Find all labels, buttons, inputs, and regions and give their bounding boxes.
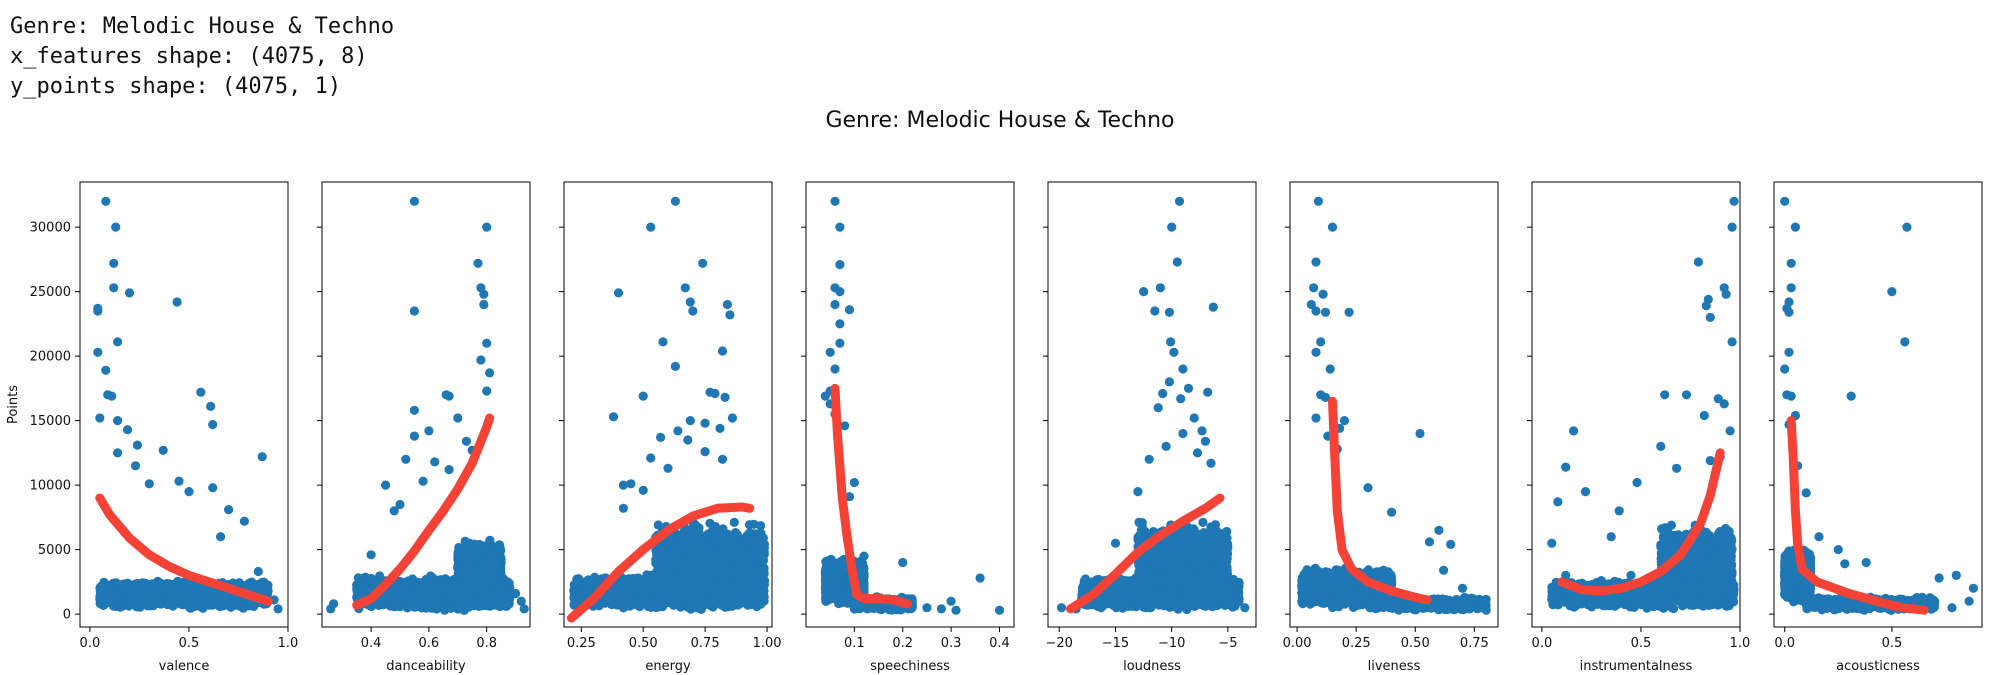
x-tick-label: 0.0	[80, 636, 101, 651]
data-point	[95, 413, 105, 423]
figure-title: Genre: Melodic House & Techno	[0, 108, 2000, 133]
data-point	[361, 572, 371, 582]
data-point	[93, 306, 103, 316]
data-point	[113, 448, 123, 458]
console-line-x-shape: x_features shape: (4075, 8)	[10, 42, 394, 72]
data-point	[426, 589, 436, 599]
data-point	[184, 487, 194, 497]
data-point	[111, 222, 121, 232]
data-point	[440, 574, 450, 584]
y-tick-label: 0	[63, 608, 71, 623]
y-tick-label: 25000	[30, 285, 71, 300]
x-axis-label-valence: valence	[159, 659, 210, 674]
y-axis-label: Points	[6, 385, 21, 424]
data-point	[273, 604, 283, 614]
data-point	[355, 588, 365, 599]
data-point	[132, 440, 142, 450]
data-point	[253, 566, 263, 577]
data-point	[208, 419, 218, 430]
plot-area-valence	[93, 196, 283, 614]
data-point	[152, 579, 162, 589]
data-point	[95, 585, 106, 595]
data-point	[200, 597, 210, 607]
data-point	[501, 600, 511, 610]
data-point	[107, 391, 117, 401]
y-tick-label: 30000	[30, 221, 71, 236]
data-point	[355, 580, 365, 590]
data-point	[402, 603, 412, 613]
data-point	[214, 591, 224, 601]
fit-curve	[95, 493, 273, 606]
data-point	[124, 288, 135, 298]
data-point	[109, 258, 119, 268]
data-point	[239, 516, 249, 526]
plot-area-danceability	[326, 196, 529, 616]
data-point	[415, 581, 426, 591]
y-tick-label: 10000	[30, 479, 71, 494]
data-point	[246, 599, 256, 609]
x-tick-label: 0.5	[179, 636, 200, 651]
data-point	[101, 196, 111, 206]
data-point	[383, 588, 393, 598]
data-point	[206, 401, 216, 411]
data-point	[148, 601, 158, 611]
data-point	[216, 532, 226, 542]
data-point	[417, 603, 427, 613]
console-line-y-shape: y_points shape: (4075, 1)	[10, 72, 394, 102]
data-point	[193, 595, 203, 605]
data-point	[93, 347, 103, 357]
data-point	[426, 571, 436, 581]
data-point	[119, 585, 129, 595]
data-point	[130, 461, 141, 471]
y-tick-label: 15000	[30, 414, 71, 429]
y-tick-label: 5000	[38, 543, 71, 558]
y-tick-label: 20000	[30, 350, 71, 365]
data-point	[257, 584, 267, 594]
data-point	[412, 594, 422, 605]
data-point	[109, 283, 119, 293]
data-point	[196, 387, 206, 397]
axes-frame	[79, 181, 289, 628]
console-line-genre: Genre: Melodic House & Techno	[10, 12, 394, 42]
data-point	[257, 452, 267, 462]
data-point	[224, 505, 234, 515]
data-point	[172, 297, 182, 307]
x-tick-label: 1.0	[278, 636, 299, 651]
data-point	[442, 599, 453, 609]
data-point	[483, 596, 493, 607]
data-point	[145, 588, 155, 598]
data-point	[122, 425, 133, 435]
data-point	[162, 578, 172, 589]
data-point	[182, 592, 192, 602]
data-point	[101, 365, 111, 375]
data-point	[208, 483, 218, 493]
data-point	[144, 479, 154, 489]
data-point	[173, 590, 183, 601]
data-point	[112, 579, 122, 590]
data-point	[158, 445, 168, 455]
panel-valence: 0 5000 10000 15000 20000 25000 30000 0.0 0.5 1.0 v…	[30, 181, 299, 674]
data-point	[174, 476, 184, 486]
data-point	[137, 582, 147, 592]
data-point	[160, 592, 170, 603]
data-point	[113, 416, 123, 426]
data-point	[206, 587, 216, 597]
data-point	[113, 337, 123, 347]
data-point	[405, 586, 415, 597]
data-point	[446, 591, 456, 602]
data-point	[235, 599, 245, 609]
console-output: Genre: Melodic House & Techno x_features …	[10, 12, 394, 102]
